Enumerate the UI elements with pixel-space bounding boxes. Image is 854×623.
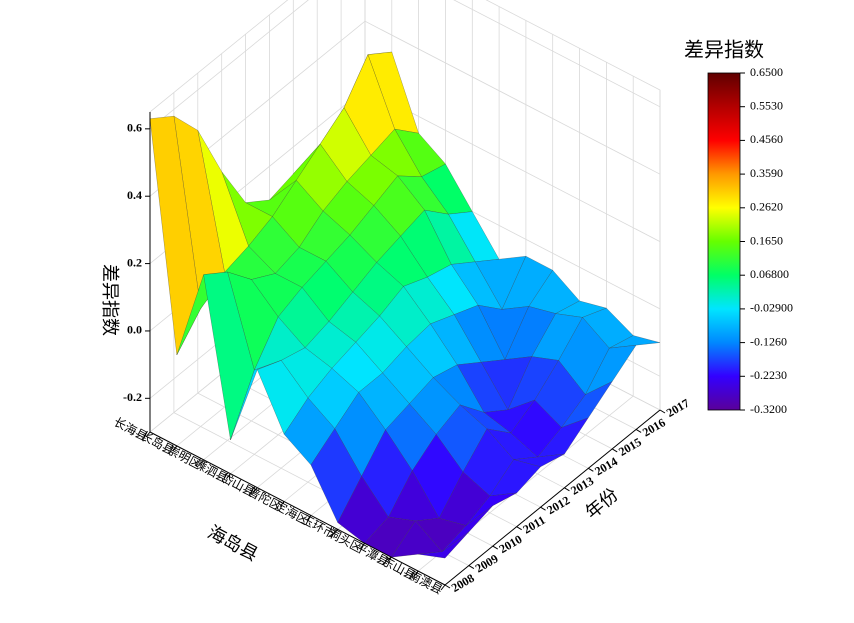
y-tick-label: 2014 (592, 454, 620, 478)
grid-line (149, 0, 661, 130)
y-tick-label: 2015 (616, 435, 644, 459)
colorbar-tick-label: 0.6500 (750, 65, 783, 79)
colorbar-tick-label: -0.02900 (750, 301, 793, 315)
y-tick (564, 487, 570, 492)
z-tick-label: 0.0 (127, 323, 142, 337)
surface (149, 51, 661, 559)
y-tick (540, 506, 546, 511)
x-tick (226, 473, 231, 480)
colorbar-tick-label: -0.2230 (750, 368, 787, 382)
y-tick (468, 565, 475, 569)
x-tick-label: 南澳县 (407, 567, 446, 597)
y-tick (611, 448, 618, 453)
y-tick-label: 2016 (640, 415, 668, 439)
y-tick-label: 2010 (497, 532, 525, 556)
y-tick-label: 2011 (521, 513, 548, 537)
colorbar-tick-label: 0.4560 (750, 132, 783, 146)
x-tick (279, 501, 285, 507)
x-tick (172, 445, 178, 452)
x-tick (252, 487, 258, 493)
x-tick (360, 542, 365, 549)
y-tick-label: 2012 (544, 493, 572, 517)
y-tick (516, 526, 522, 531)
y-axis (444, 409, 661, 586)
x-tick (145, 431, 151, 438)
y-tick (588, 467, 594, 472)
colorbar-tick-label: 0.06800 (750, 267, 789, 281)
colorbar-tick-label: 0.3590 (750, 166, 783, 180)
z-tick-label: 0.4 (127, 188, 142, 202)
x-axis-title: 海岛县 (204, 522, 261, 565)
y-tick-label: 2009 (473, 551, 501, 575)
colorbar (707, 72, 741, 411)
x-tick (306, 515, 312, 521)
x-tick (440, 584, 446, 591)
colorbar-tick-label: -0.1260 (750, 334, 787, 348)
y-tick (659, 409, 666, 414)
colorbar-tick-label: 0.1650 (750, 233, 783, 247)
colorbar-title: 差异指数 (684, 39, 764, 62)
grid-line (149, 20, 661, 197)
x-tick (199, 459, 205, 466)
y-tick-label: 2013 (568, 474, 596, 498)
colorbar-tick-label: 0.5530 (750, 98, 783, 112)
z-axis-title: 差异指数 (100, 264, 120, 336)
wall-grid (417, 76, 634, 572)
x-axis (149, 431, 446, 586)
x-tick (386, 556, 392, 563)
colorbar-tick-label: 0.2620 (750, 200, 783, 214)
colorbar-tick-label: -0.3200 (750, 402, 787, 416)
y-tick (444, 584, 451, 589)
z-tick-label: 0.6 (127, 121, 142, 135)
y-tick-label: 2017 (664, 396, 692, 420)
surface-patch (418, 531, 470, 559)
x-tick (413, 570, 419, 577)
z-tick-label: -0.2 (123, 390, 142, 404)
y-tick-label: 2008 (449, 571, 477, 595)
y-tick (492, 545, 499, 550)
z-tick-label: 0.2 (127, 255, 142, 269)
y-tick (635, 429, 642, 433)
x-tick (333, 529, 339, 535)
